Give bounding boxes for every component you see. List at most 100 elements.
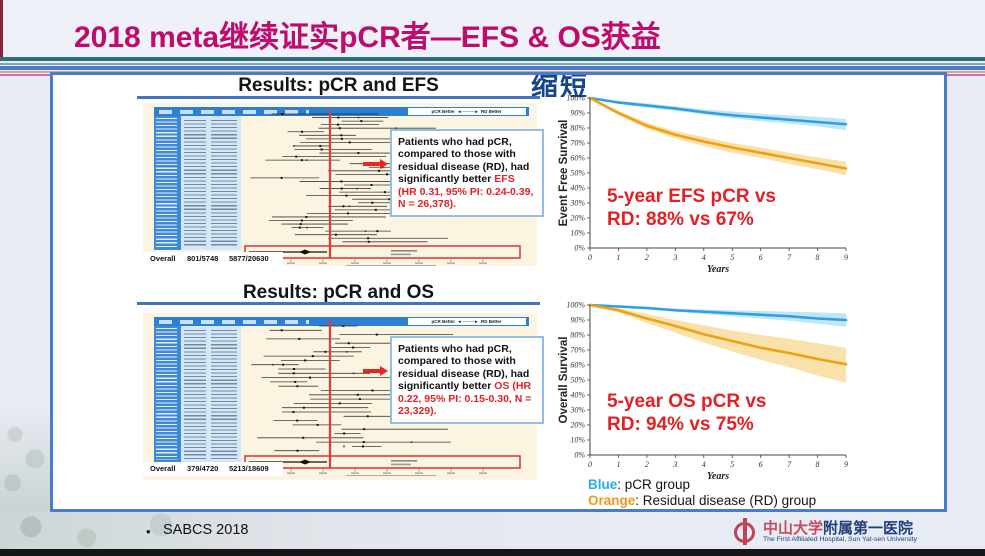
svg-text:40%: 40%: [570, 184, 585, 193]
os-annotation-line2: RD: 94% vs 75%: [607, 414, 754, 435]
os-callout-arrow-icon: [363, 366, 388, 376]
os-callout-text: Patients who had pCR, compared to those …: [398, 343, 530, 393]
os-heading-rule: [137, 302, 540, 305]
slide-title: 2018 meta继续证实pCR者—EFS & OS获益: [74, 21, 661, 54]
svg-text:2: 2: [645, 460, 649, 469]
svg-text:Event Free Survival: Event Free Survival: [558, 120, 570, 227]
svg-text:9: 9: [844, 460, 848, 469]
os-better-right-label: RD Better: [481, 318, 503, 325]
efs-callout-term: EFS: [494, 173, 515, 186]
svg-text:0: 0: [588, 253, 592, 262]
legend-orange-word: Orange: [588, 493, 636, 508]
svg-text:1: 1: [616, 460, 620, 469]
os-overall-label: Overall: [150, 464, 176, 473]
stripe-blue: [0, 66, 985, 70]
svg-text:20%: 20%: [570, 214, 585, 223]
svg-text:3: 3: [672, 253, 677, 262]
os-callout-term: OS: [494, 380, 510, 393]
svg-text:4: 4: [702, 253, 706, 262]
svg-text:60%: 60%: [570, 154, 585, 163]
svg-text:80%: 80%: [570, 124, 585, 133]
os-data-textsim-2: [211, 330, 237, 460]
svg-text:6: 6: [759, 253, 763, 262]
efs-heading-rule: [137, 96, 540, 99]
legend-blue-word: Blue: [588, 477, 618, 492]
efs-survival-chart: 0% 10% 20% 30% 40% 50% 60% 70% 80% 90% 100% 0 1 2 3 4 5 6…: [558, 94, 848, 275]
legend-orange-row: Orange: Residual disease (RD) group: [588, 493, 816, 508]
os-forest-plot: pCR Better ◄────► RD Better Overall 379/…: [143, 313, 537, 480]
efs-study-textsim: [156, 118, 177, 248]
svg-text:8: 8: [816, 460, 820, 469]
efs-callout-box: Patients who had pCR, compared to those …: [390, 129, 544, 218]
os-better-arrows-icon: ◄────►: [457, 318, 480, 325]
os-forest-header-textsim: [159, 319, 309, 324]
svg-text:80%: 80%: [570, 331, 585, 340]
os-overall-strip: [143, 462, 283, 476]
hospital-logo-icon: [733, 518, 757, 546]
os-overall-pcr-count: 379/4720: [187, 464, 219, 473]
svg-text:90%: 90%: [570, 109, 585, 118]
os-better-left-label: pCR Better: [431, 318, 456, 325]
svg-text:40%: 40%: [570, 391, 585, 400]
efs-forest-header-bar: pCR Better ◄────► RD Better: [154, 107, 529, 116]
efs-annotation-line1: 5-year EFS pCR vs: [607, 186, 776, 207]
os-callout-box: Patients who had pCR, compared to those …: [390, 336, 544, 425]
svg-text:5: 5: [730, 460, 734, 469]
svg-text:0: 0: [588, 460, 592, 469]
efs-better-left-label: pCR Better: [431, 108, 456, 115]
svg-text:100%: 100%: [566, 94, 585, 103]
svg-text:3: 3: [672, 460, 677, 469]
efs-annotation-line2: RD: 88% vs 67%: [607, 209, 754, 230]
svg-text:30%: 30%: [569, 199, 585, 208]
os-overall-rd-count: 5213/18609: [229, 464, 269, 473]
footer-bullet: •: [146, 524, 151, 539]
legend-blue-row: Blue: pCR group: [588, 477, 690, 492]
svg-text:20%: 20%: [570, 421, 585, 430]
svg-text:10%: 10%: [570, 436, 585, 445]
efs-overall-strip: [143, 252, 283, 266]
os-forest-header-bar: pCR Better ◄────► RD Better: [154, 317, 529, 326]
efs-callout-arrow-icon: [363, 159, 388, 169]
watermark-trees-bottom: [0, 512, 620, 549]
efs-overall-label: Overall: [150, 254, 176, 263]
svg-text:7: 7: [787, 460, 792, 469]
svg-text:6: 6: [759, 460, 763, 469]
svg-text:90%: 90%: [570, 316, 585, 325]
svg-text:8: 8: [816, 253, 820, 262]
svg-text:0%: 0%: [574, 451, 585, 460]
stripe-teal-dark: [0, 57, 985, 61]
efs-callout-stats: (HR 0.31, 95% PI: 0.24-0.39, N = 26,378)…: [398, 185, 534, 210]
svg-text:4: 4: [702, 460, 706, 469]
os-data-column: [181, 326, 241, 462]
svg-text:Years: Years: [707, 264, 729, 275]
efs-data-textsim-1: [184, 120, 206, 248]
efs-data-textsim-2: [211, 120, 237, 248]
header-left-edge: [0, 0, 3, 57]
svg-text:Years: Years: [707, 471, 729, 482]
clipped-note-text: 缩短: [531, 75, 589, 97]
svg-text:70%: 70%: [570, 139, 585, 148]
os-data-textsim-1: [184, 330, 206, 460]
os-better-label-box: pCR Better ◄────► RD Better: [408, 318, 526, 325]
efs-heading: Results: pCR and EFS: [238, 75, 439, 96]
svg-text:1: 1: [616, 253, 620, 262]
efs-better-label-box: pCR Better ◄────► RD Better: [408, 108, 526, 115]
efs-callout-text: Patients who had pCR, compared to those …: [398, 136, 530, 186]
logo-hospital-name: 附属第一医院: [823, 520, 914, 537]
legend-orange-text: : Residual disease (RD) group: [635, 493, 817, 508]
footer-source: SABCS 2018: [163, 522, 249, 538]
svg-text:7: 7: [787, 253, 792, 262]
efs-better-arrows-icon: ◄────►: [457, 108, 480, 115]
efs-data-column: [181, 116, 241, 250]
efs-forest-header-textsim: [159, 109, 309, 114]
efs-overall-rd-count: 5877/20630: [229, 254, 269, 263]
os-study-textsim: [156, 328, 177, 460]
svg-text:10%: 10%: [570, 229, 585, 238]
os-heading: Results: pCR and OS: [242, 282, 435, 303]
efs-better-right-label: RD Better: [481, 108, 503, 115]
watermark-trees-left: [0, 415, 50, 512]
svg-text:50%: 50%: [570, 169, 585, 178]
efs-overall-pcr-count: 801/5748: [187, 254, 219, 263]
legend-blue-text: : pCR group: [617, 477, 691, 492]
